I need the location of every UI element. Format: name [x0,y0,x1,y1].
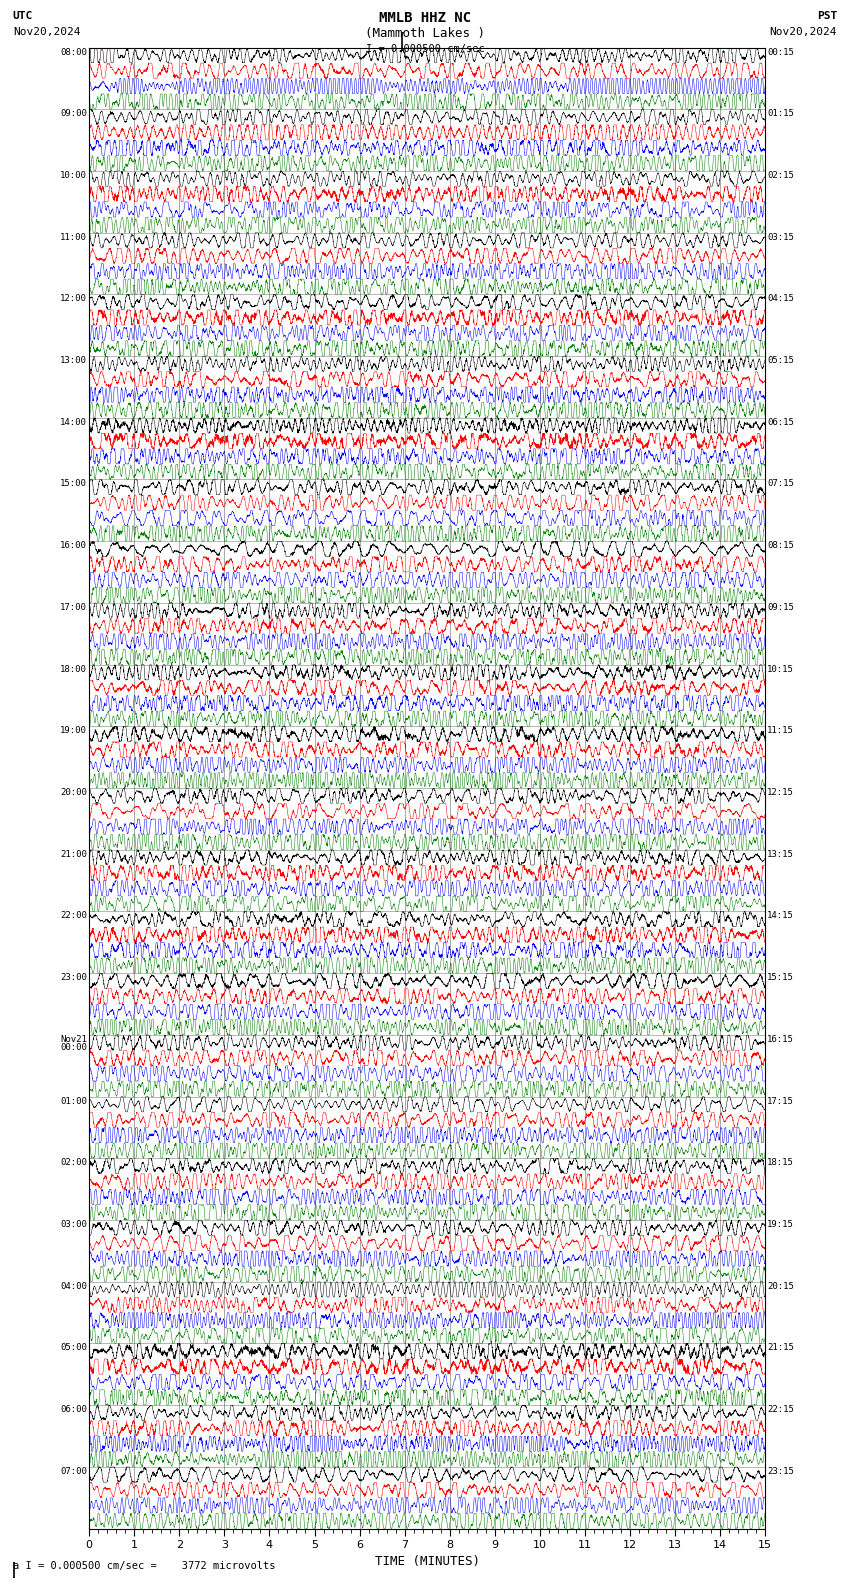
Text: MMLB HHZ NC: MMLB HHZ NC [379,11,471,25]
Text: 17:00: 17:00 [60,604,88,611]
Text: 22:15: 22:15 [767,1405,794,1415]
Text: 11:00: 11:00 [60,233,88,242]
Text: 01:00: 01:00 [60,1096,88,1106]
Text: 10:15: 10:15 [767,665,794,673]
Text: 04:15: 04:15 [767,295,794,304]
Text: I = 0.000500 cm/sec: I = 0.000500 cm/sec [366,44,484,54]
Text: 12:00: 12:00 [60,295,88,304]
Text: 03:00: 03:00 [60,1220,88,1229]
Text: 10:00: 10:00 [60,171,88,181]
Text: 09:15: 09:15 [767,604,794,611]
Text: 07:15: 07:15 [767,480,794,488]
Text: a I = 0.000500 cm/sec =    3772 microvolts: a I = 0.000500 cm/sec = 3772 microvolts [13,1562,275,1571]
Text: 11:15: 11:15 [767,727,794,735]
Text: 18:15: 18:15 [767,1158,794,1167]
Text: 08:00: 08:00 [60,48,88,57]
Text: 06:15: 06:15 [767,418,794,426]
Text: 14:15: 14:15 [767,911,794,920]
Text: 13:00: 13:00 [60,356,88,364]
Text: 06:00: 06:00 [60,1405,88,1415]
Text: 19:00: 19:00 [60,727,88,735]
Text: 18:00: 18:00 [60,665,88,673]
Text: 21:00: 21:00 [60,849,88,859]
Text: 05:15: 05:15 [767,356,794,364]
Text: (Mammoth Lakes ): (Mammoth Lakes ) [365,27,485,40]
Text: 20:00: 20:00 [60,787,88,797]
Text: 05:00: 05:00 [60,1343,88,1353]
Text: 00:15: 00:15 [767,48,794,57]
Text: 04:00: 04:00 [60,1281,88,1291]
Text: 02:00: 02:00 [60,1158,88,1167]
Text: 19:15: 19:15 [767,1220,794,1229]
Text: Nov20,2024: Nov20,2024 [770,27,837,36]
Text: 02:15: 02:15 [767,171,794,181]
Text: 15:15: 15:15 [767,973,794,982]
Text: 23:00: 23:00 [60,973,88,982]
Text: 07:00: 07:00 [60,1467,88,1476]
Text: 01:15: 01:15 [767,109,794,119]
Text: 22:00: 22:00 [60,911,88,920]
Text: 15:00: 15:00 [60,480,88,488]
X-axis label: TIME (MINUTES): TIME (MINUTES) [375,1554,479,1568]
Text: 08:15: 08:15 [767,542,794,550]
Text: Nov21
00:00: Nov21 00:00 [60,1034,88,1052]
Text: 17:15: 17:15 [767,1096,794,1106]
Text: Nov20,2024: Nov20,2024 [13,27,80,36]
Text: UTC: UTC [13,11,33,21]
Text: PST: PST [817,11,837,21]
Text: 03:15: 03:15 [767,233,794,242]
Text: 12:15: 12:15 [767,787,794,797]
Text: 16:15: 16:15 [767,1034,794,1044]
Text: 16:00: 16:00 [60,542,88,550]
Text: 23:15: 23:15 [767,1467,794,1476]
Text: 09:00: 09:00 [60,109,88,119]
Text: 20:15: 20:15 [767,1281,794,1291]
Text: 14:00: 14:00 [60,418,88,426]
Text: 13:15: 13:15 [767,849,794,859]
Text: 21:15: 21:15 [767,1343,794,1353]
